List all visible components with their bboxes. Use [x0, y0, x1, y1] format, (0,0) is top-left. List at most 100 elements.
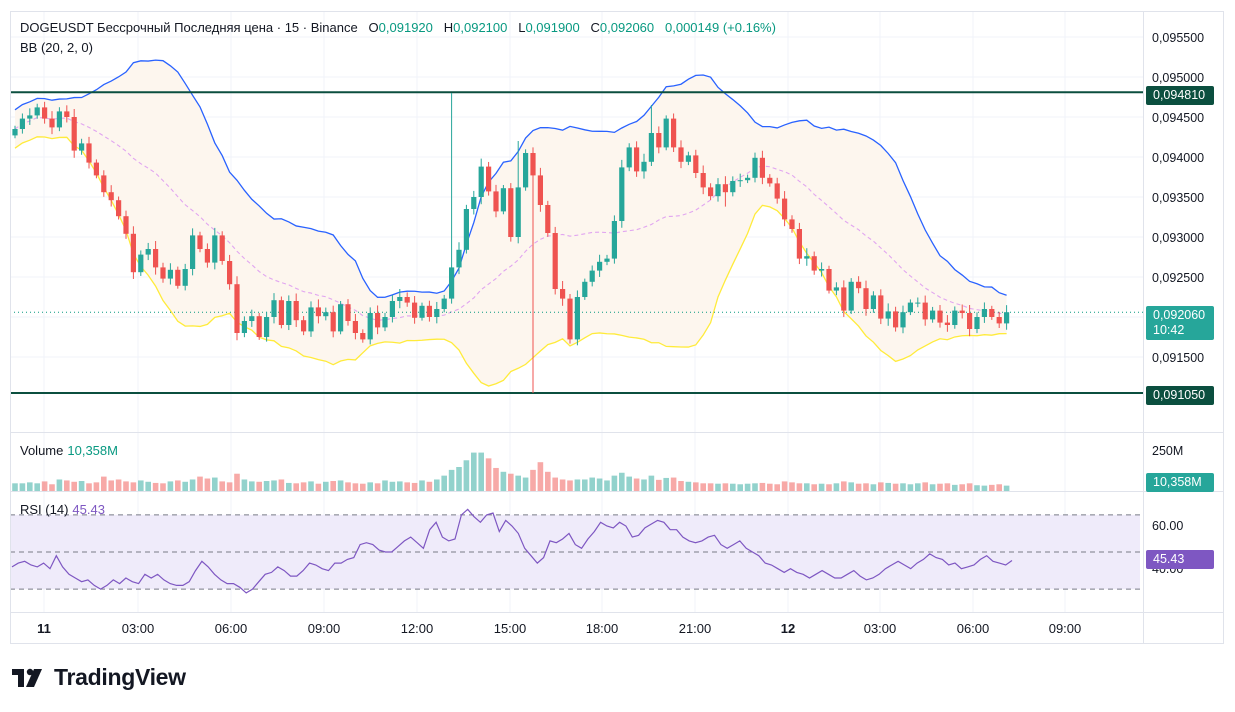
volume-bar	[700, 483, 706, 491]
volume-bar	[656, 479, 662, 491]
candle-body	[389, 301, 395, 317]
volume-bar	[323, 481, 329, 491]
volume-bar	[93, 482, 100, 491]
last-price-value: 0,092060	[1153, 308, 1206, 322]
candle-body	[478, 166, 484, 197]
candle-body	[597, 261, 603, 271]
candle-body	[108, 192, 114, 201]
open-value: 0,091920	[378, 20, 433, 35]
volume-bar	[152, 482, 159, 491]
volume-bar	[382, 480, 388, 491]
time-tick: 06:00	[214, 621, 248, 636]
volume-bar	[582, 479, 588, 491]
volume-bar	[212, 477, 218, 491]
candle-body	[967, 313, 973, 329]
volume-series	[12, 452, 1010, 491]
candle-body	[27, 115, 33, 119]
volume-bar	[182, 481, 188, 491]
candle-body	[952, 310, 958, 325]
volume-bar	[626, 476, 632, 491]
support-price-tag[interactable]: 0,091050	[1146, 386, 1214, 405]
volume-bar	[826, 484, 832, 491]
candle-body	[116, 200, 122, 217]
resistance-price-tag[interactable]: 0,094810	[1146, 86, 1214, 105]
volume-bar	[263, 481, 270, 491]
volume-bar	[78, 481, 85, 491]
candle-body	[56, 111, 62, 128]
price-tick: 0,094000	[1152, 151, 1205, 165]
rsi-legend[interactable]: RSI (14) 45.43	[20, 502, 105, 517]
tradingview-logo-icon	[12, 668, 42, 687]
candle-body	[804, 256, 810, 259]
symbol-title[interactable]: DOGEUSDT Бессрочный Последняя цена · 15 …	[20, 20, 358, 35]
bb-indicator-label[interactable]: BB (20, 2, 0)	[20, 40, 93, 55]
candle-body	[893, 311, 899, 328]
volume-legend[interactable]: Volume 10,358M	[20, 443, 118, 458]
candle-body	[737, 180, 743, 182]
price-tick: 0,095000	[1152, 71, 1205, 85]
bb-upper-line	[14, 59, 1007, 298]
high-value: 0,092100	[453, 20, 508, 35]
candle-body	[530, 153, 536, 176]
volume-bar	[678, 481, 684, 491]
candle-body	[730, 181, 736, 193]
candle-body	[848, 281, 854, 311]
last-price-tag[interactable]: 0,092060 10:42	[1146, 306, 1214, 340]
candle-body	[641, 161, 647, 172]
candle-body	[656, 133, 662, 148]
volume-bar	[308, 481, 314, 491]
volume-bar	[604, 480, 610, 491]
symbol-legend[interactable]: DOGEUSDT Бессрочный Последняя цена · 15 …	[20, 20, 776, 35]
volume-bar	[167, 481, 174, 491]
candle-body	[537, 175, 543, 205]
volume-value: 10,358M	[67, 443, 118, 458]
candle-body	[456, 249, 462, 268]
volume-bar	[989, 484, 995, 491]
volume-bar	[804, 483, 810, 491]
volume-bar	[693, 482, 699, 491]
volume-bar	[670, 477, 677, 491]
candle-body	[286, 301, 292, 325]
candle-body	[870, 295, 876, 309]
candle-body	[671, 118, 677, 148]
bb-basis-line	[14, 117, 1007, 321]
candle-body	[375, 313, 381, 328]
volume-bar	[145, 481, 151, 491]
candle-body	[301, 320, 307, 332]
candle-body	[204, 249, 210, 263]
price-tick: 0,095500	[1152, 31, 1205, 45]
candle-body	[915, 302, 921, 304]
volume-bar	[19, 483, 26, 491]
low-label: L	[518, 20, 526, 35]
volume-bar	[12, 483, 18, 491]
candle-body	[841, 287, 847, 311]
candle-body	[693, 155, 699, 173]
candle-body	[42, 107, 48, 119]
chart-border	[10, 11, 1224, 644]
volume-bar	[974, 485, 980, 491]
tradingview-logo[interactable]: TradingView	[12, 664, 186, 691]
volume-bar	[337, 480, 344, 491]
candle-body	[19, 118, 25, 129]
candle-body	[752, 157, 758, 178]
candle-body	[145, 249, 151, 255]
volume-bar	[426, 481, 433, 491]
candle-body	[789, 219, 795, 229]
volume-bar	[397, 481, 403, 491]
volume-bar	[515, 475, 521, 491]
price-tick: 0,093500	[1152, 191, 1205, 205]
candle-body	[449, 267, 455, 299]
volume-bar	[759, 482, 766, 491]
volume-bar	[101, 476, 107, 491]
candle-body	[523, 153, 529, 188]
candle-body	[330, 312, 336, 332]
candle-body	[278, 300, 284, 325]
candle-body	[996, 317, 1002, 324]
tradingview-wordmark: TradingView	[54, 664, 186, 690]
volume-bar	[160, 483, 166, 491]
candle-body	[271, 300, 277, 317]
candle-body	[352, 321, 358, 333]
volume-bar	[811, 484, 817, 491]
volume-bar	[374, 483, 381, 491]
